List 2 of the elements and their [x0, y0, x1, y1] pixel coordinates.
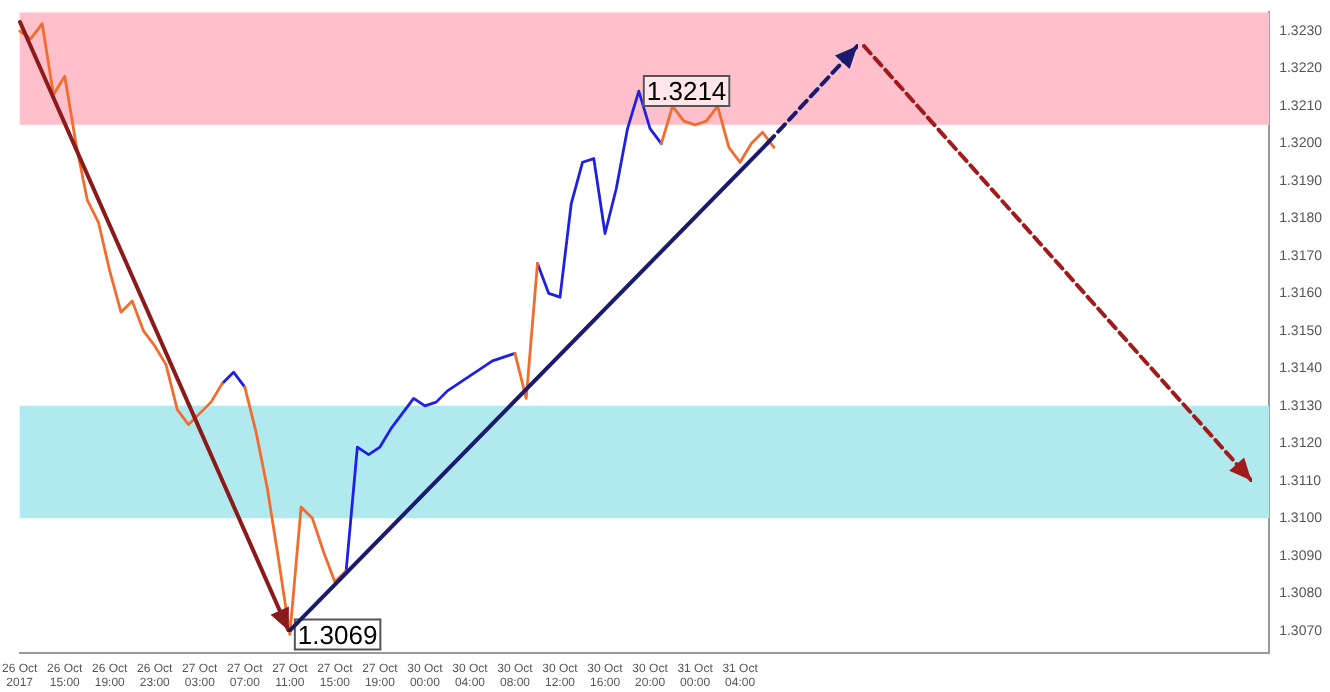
- annotation: 1.3214: [646, 76, 727, 107]
- annotation: 1.3069: [297, 619, 378, 650]
